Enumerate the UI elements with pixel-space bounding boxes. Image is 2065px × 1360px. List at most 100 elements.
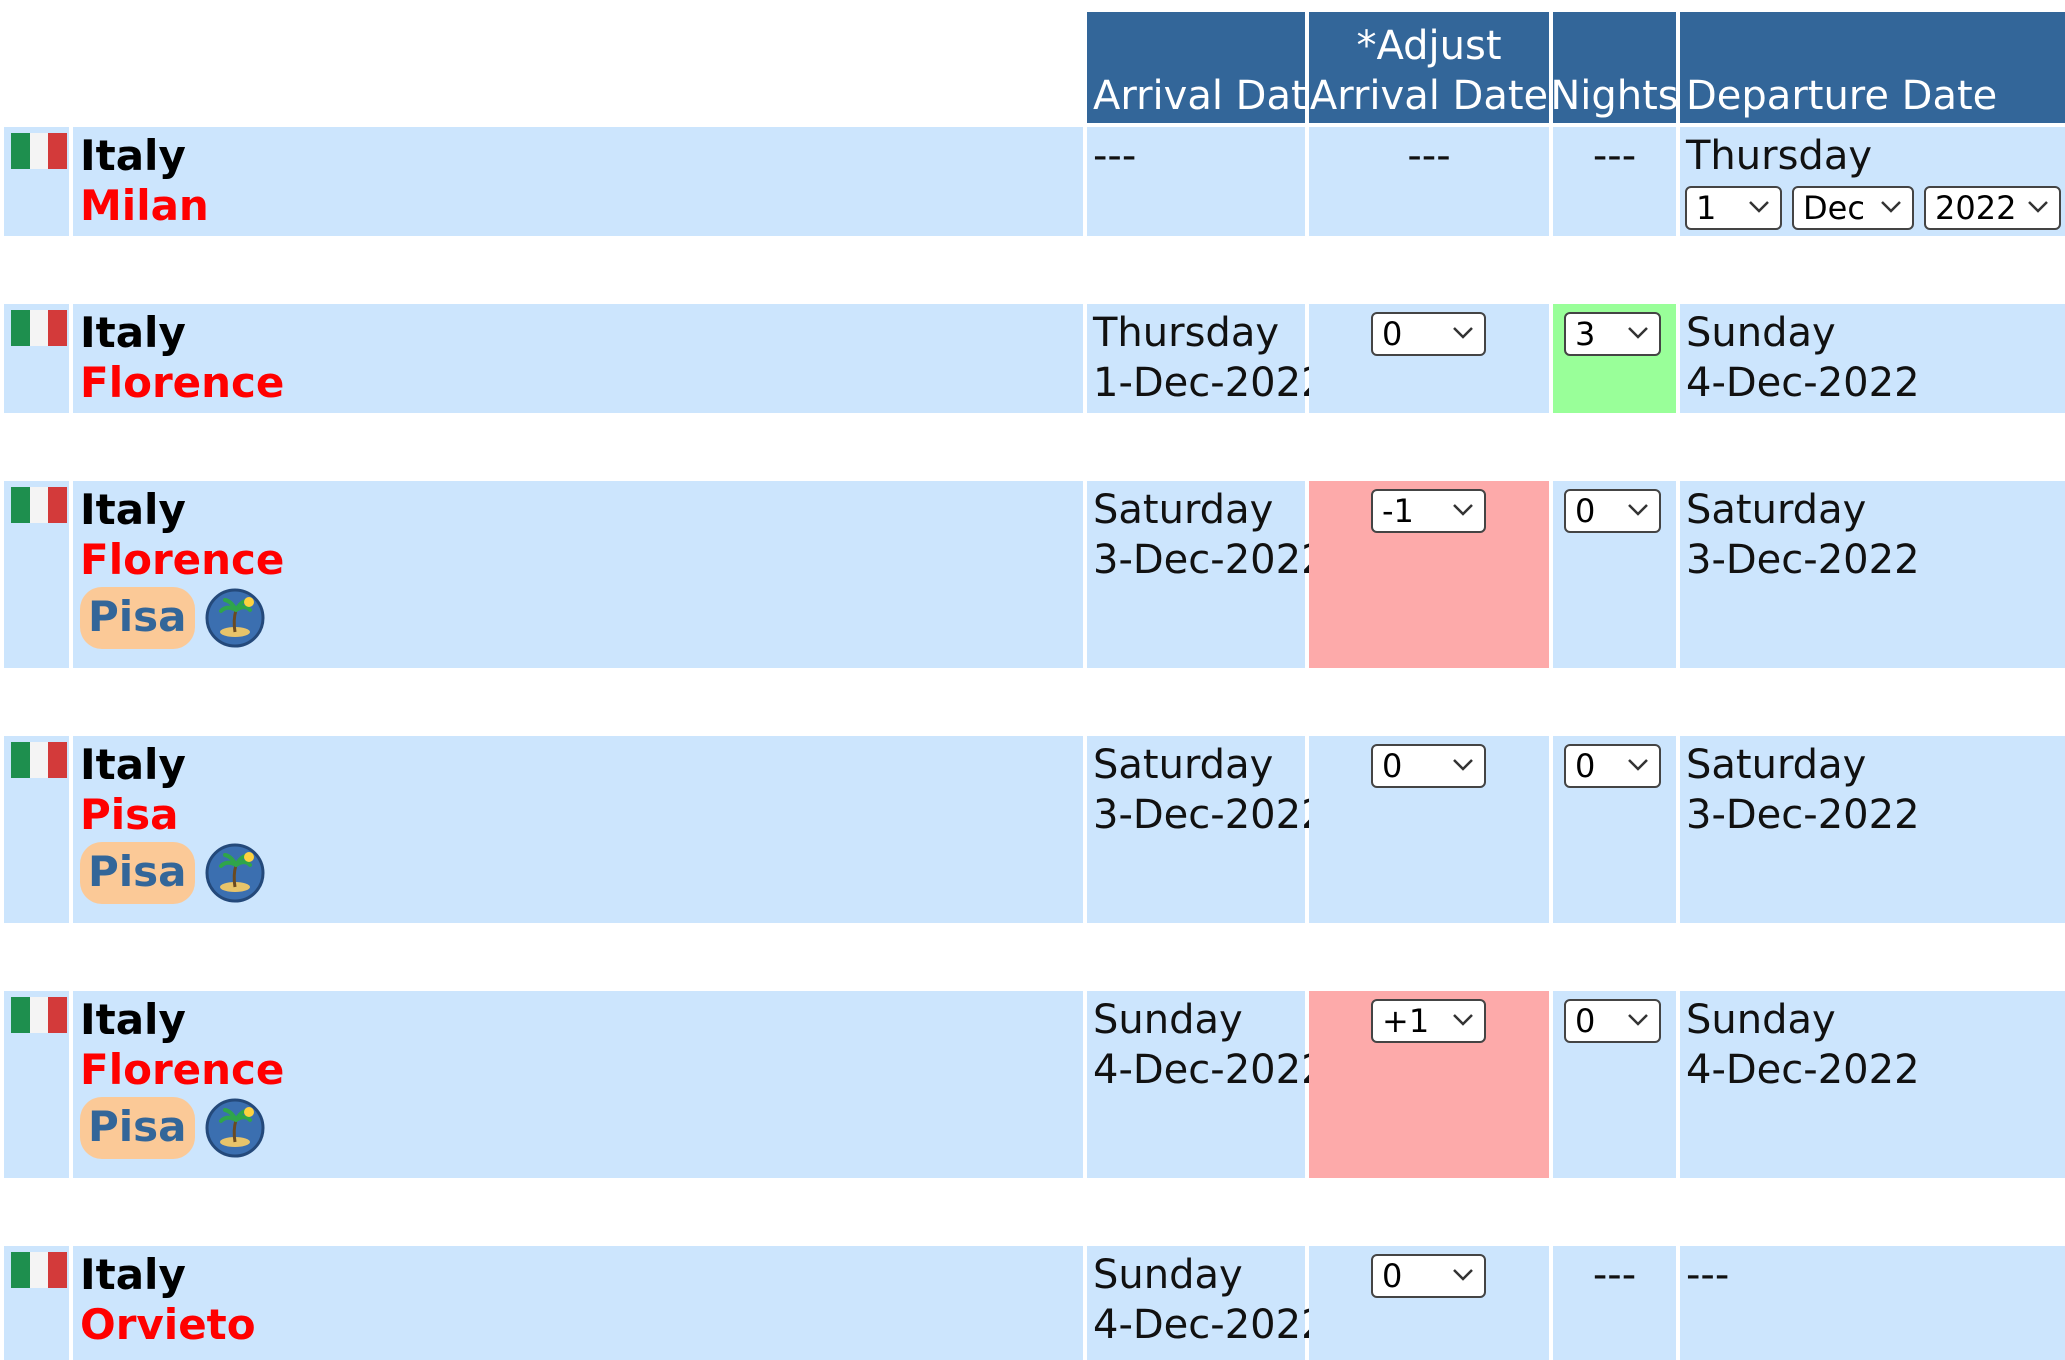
adjust-arrival-select[interactable]: -1	[1371, 489, 1486, 533]
excursion-chip[interactable]: Pisa	[80, 587, 195, 649]
header-nights: Nights	[1550, 12, 1679, 123]
island-globe-icon[interactable]	[205, 1098, 265, 1158]
departure-cell: Sunday 4-Dec-2022	[1680, 304, 2065, 413]
nights-select[interactable]: 0	[1564, 744, 1661, 788]
italy-flag-icon	[11, 487, 68, 523]
departure-cell: Sunday 4-Dec-2022	[1680, 991, 2065, 1178]
country-name: Italy	[80, 485, 186, 534]
nights-select[interactable]: 3	[1564, 312, 1661, 356]
flag-cell	[4, 127, 69, 236]
flag-cell	[4, 1246, 69, 1360]
arrival-day: Thursday	[1093, 310, 1279, 356]
arrival-cell: Thursday 1-Dec-2022	[1087, 304, 1327, 413]
departure-day: Sunday	[1686, 310, 1836, 356]
excursion-chip[interactable]: Pisa	[80, 1097, 195, 1159]
departure-day: Saturday	[1686, 742, 1867, 788]
nights-placeholder: ---	[1592, 133, 1637, 179]
chevron-down-icon	[1453, 759, 1473, 771]
nights-select[interactable]: 0	[1564, 489, 1661, 533]
arrival-cell: Sunday 4-Dec-2022	[1087, 1246, 1327, 1360]
nights-value: 0	[1575, 1002, 1596, 1040]
arrival-cell: Saturday 3-Dec-2022	[1087, 736, 1327, 923]
location-cell: Italy Florence Pisa	[73, 481, 1083, 668]
arrival-date: 4-Dec-2022	[1093, 1302, 1327, 1348]
flag-cell	[4, 991, 69, 1178]
departure-day-value: 1	[1696, 189, 1717, 227]
italy-flag-icon	[11, 310, 68, 346]
arrival-date: 1-Dec-2022	[1093, 360, 1327, 406]
adjust-value: -1	[1382, 492, 1414, 530]
island-globe-icon[interactable]	[205, 843, 265, 903]
chevron-down-icon	[1628, 504, 1648, 516]
departure-year-select[interactable]: 2022	[1924, 186, 2061, 230]
adjust-placeholder: ---	[1407, 133, 1451, 179]
departure-day-select[interactable]: 1	[1685, 186, 1782, 230]
flag-cell	[4, 304, 69, 413]
location-cell: Italy Orvieto	[73, 1246, 1083, 1360]
nights-cell: ---	[1553, 1246, 1676, 1360]
departure-cell: Thursday 1 Dec 2022	[1680, 127, 2065, 236]
arrival-cell: Sunday 4-Dec-2022	[1087, 991, 1327, 1178]
adjust-value: 0	[1382, 1257, 1403, 1295]
chevron-down-icon	[1453, 327, 1473, 339]
arrival-date: 3-Dec-2022	[1093, 792, 1327, 838]
nights-cell: 0	[1553, 991, 1676, 1178]
adjust-arrival-select[interactable]: 0	[1371, 312, 1486, 356]
arrival-day: Sunday	[1093, 1252, 1243, 1298]
excursion-chip[interactable]: Pisa	[80, 842, 195, 904]
adjust-arrival-select[interactable]: 0	[1371, 744, 1486, 788]
departure-month-select[interactable]: Dec	[1792, 186, 1914, 230]
header-arrival-date: Arrival Date	[1087, 12, 1331, 123]
flag-cell	[4, 736, 69, 923]
city-link[interactable]: Florence	[80, 535, 285, 584]
chevron-down-icon	[1749, 201, 1769, 213]
chevron-down-icon	[2028, 201, 2048, 213]
arrival-date: 4-Dec-2022	[1093, 1047, 1327, 1093]
adjust-arrival-select[interactable]: +1	[1371, 999, 1486, 1043]
adjust-arrival-select[interactable]: 0	[1371, 1254, 1486, 1298]
adjust-cell: +1	[1309, 991, 1549, 1178]
arrival-day: ---	[1093, 133, 1137, 179]
arrival-cell: Saturday 3-Dec-2022	[1087, 481, 1327, 668]
header-nights-label: Nights	[1550, 73, 1679, 119]
nights-cell: ---	[1553, 127, 1676, 236]
header-arrival-label: Arrival Date	[1093, 73, 1332, 119]
island-globe-icon[interactable]	[205, 588, 265, 648]
location-cell: Italy Florence	[73, 304, 1083, 413]
arrival-day: Sunday	[1093, 997, 1243, 1043]
nights-placeholder: ---	[1592, 1252, 1637, 1298]
nights-value: 0	[1575, 492, 1596, 530]
departure-cell: Saturday 3-Dec-2022	[1680, 736, 2065, 923]
adjust-cell: -1	[1309, 481, 1549, 668]
city-link[interactable]: Florence	[80, 1045, 285, 1094]
arrival-day: Saturday	[1093, 487, 1274, 533]
departure-day: ---	[1686, 1252, 1730, 1298]
departure-date: 4-Dec-2022	[1686, 1047, 1920, 1093]
departure-date: 4-Dec-2022	[1686, 360, 1920, 406]
arrival-cell: ---	[1087, 127, 1305, 236]
nights-select[interactable]: 0	[1564, 999, 1661, 1043]
nights-value: 3	[1575, 315, 1596, 353]
adjust-cell: 0	[1309, 304, 1549, 413]
nights-value: 0	[1575, 747, 1596, 785]
chevron-down-icon	[1628, 327, 1648, 339]
header-departure-label: Departure Date	[1686, 73, 1998, 119]
country-name: Italy	[80, 131, 186, 180]
departure-day: Thursday	[1686, 133, 1872, 179]
location-cell: Italy Florence Pisa	[73, 991, 1083, 1178]
city-link[interactable]: Orvieto	[80, 1300, 256, 1349]
departure-cell: Saturday 3-Dec-2022	[1680, 481, 2065, 668]
header-departure-date: Departure Date	[1680, 12, 2065, 123]
header-adjust-label-1: *Adjust	[1356, 23, 1502, 69]
nights-cell: 0	[1553, 736, 1676, 923]
adjust-cell: 0	[1309, 736, 1549, 923]
city-link[interactable]: Florence	[80, 358, 285, 407]
nights-cell: 0	[1553, 481, 1676, 668]
adjust-value: 0	[1382, 747, 1403, 785]
city-link[interactable]: Milan	[80, 181, 209, 230]
country-name: Italy	[80, 740, 186, 789]
arrival-date: 3-Dec-2022	[1093, 537, 1327, 583]
country-name: Italy	[80, 1250, 186, 1299]
departure-date: 3-Dec-2022	[1686, 537, 1920, 583]
city-link[interactable]: Pisa	[80, 790, 179, 839]
